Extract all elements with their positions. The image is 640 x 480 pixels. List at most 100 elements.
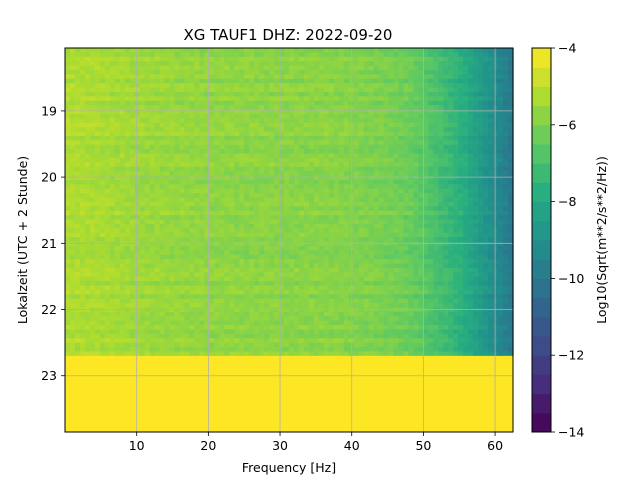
heatmap-cell [164, 83, 171, 89]
heatmap-cell [323, 237, 330, 243]
heatmap-cell [124, 201, 131, 207]
heatmap-cell [149, 113, 156, 119]
heatmap-cell [473, 250, 479, 256]
heatmap-cell [458, 223, 464, 229]
heatmap-cell [488, 197, 494, 203]
heatmap-cell [99, 87, 106, 93]
heatmap-cell [214, 289, 220, 295]
heatmap-cell [358, 184, 365, 190]
heatmap-cell [453, 61, 459, 67]
heatmap-cell [468, 272, 474, 278]
heatmap-cell [363, 144, 370, 150]
heatmap-cell [428, 276, 434, 282]
heatmap-cell [114, 48, 121, 53]
heatmap-cell [149, 52, 156, 58]
heatmap-cell [65, 48, 71, 53]
heatmap-cell [433, 78, 439, 84]
heatmap-cell [323, 48, 330, 53]
heatmap-cell [363, 100, 370, 106]
heatmap-cell [134, 52, 141, 58]
heatmap-cell [65, 78, 71, 84]
heatmap-cell [408, 87, 415, 93]
heatmap-cell [284, 149, 290, 155]
heatmap-cell [184, 105, 191, 111]
heatmap-cell [204, 91, 210, 97]
heatmap-cell [89, 56, 96, 62]
heatmap-cell [423, 188, 429, 194]
heatmap-cell [249, 135, 255, 141]
heatmap-cell [199, 215, 205, 221]
heatmap-cell [358, 250, 365, 256]
heatmap-cell [94, 276, 101, 282]
heatmap-cell [508, 100, 514, 106]
heatmap-cell [289, 276, 295, 282]
heatmap-cell [398, 149, 405, 155]
heatmap-cell [338, 100, 345, 106]
heatmap-cell [124, 259, 131, 265]
heatmap-cell [478, 61, 484, 67]
heatmap-cell [378, 105, 385, 111]
heatmap-cell [279, 113, 285, 119]
heatmap-cell [338, 232, 345, 238]
heatmap-cell [323, 276, 330, 282]
heatmap-cell [408, 219, 415, 225]
heatmap-cell [119, 188, 126, 194]
heatmap-cell [244, 259, 250, 265]
heatmap-cell [274, 127, 280, 133]
heatmap-cell [398, 232, 405, 238]
heatmap-cell [383, 65, 390, 71]
heatmap-cell [74, 237, 81, 243]
heatmap-cell [403, 223, 410, 229]
heatmap-cell [184, 272, 191, 278]
heatmap-cell [134, 166, 141, 172]
heatmap-cell [433, 228, 439, 234]
heatmap-cell [259, 210, 265, 216]
heatmap-cell [458, 113, 464, 119]
heatmap-cell [264, 157, 270, 163]
heatmap-cell [483, 69, 489, 75]
heatmap-cell [214, 135, 220, 141]
heatmap-cell [388, 223, 395, 229]
heatmap-cell [473, 215, 479, 221]
heatmap-cell [259, 166, 265, 172]
heatmap-cell [254, 281, 260, 287]
heatmap-cell [453, 109, 459, 115]
heatmap-cell [209, 228, 215, 234]
heatmap-cell [463, 206, 469, 212]
heatmap-cell [478, 144, 484, 150]
heatmap-cell [219, 109, 225, 115]
heatmap-cell [199, 69, 205, 75]
heatmap-cell [358, 135, 365, 141]
heatmap-cell [438, 56, 444, 62]
heatmap-cell [184, 245, 191, 251]
heatmap-cell [463, 228, 469, 234]
heatmap-cell [69, 281, 76, 287]
heatmap-cell [264, 74, 270, 80]
heatmap-cell [119, 48, 126, 53]
heatmap-cell [373, 96, 380, 102]
heatmap-cell [224, 91, 230, 97]
heatmap-cell [328, 184, 335, 190]
heatmap-cell [328, 100, 335, 106]
heatmap-cell [408, 144, 415, 150]
heatmap-cell [503, 166, 509, 172]
heatmap-cell [229, 197, 235, 203]
heatmap-cell [408, 237, 415, 243]
heatmap-cell [194, 74, 200, 80]
heatmap-cell [204, 285, 210, 291]
heatmap-cell [244, 149, 250, 155]
heatmap-cell [333, 215, 340, 221]
heatmap-cell [443, 83, 449, 89]
heatmap-cell [418, 201, 424, 207]
heatmap-cell [169, 127, 176, 133]
heatmap-cell [338, 157, 345, 163]
heatmap-cell [443, 223, 449, 229]
heatmap-cell [124, 65, 131, 71]
heatmap-cell [269, 210, 275, 216]
heatmap-cell [363, 166, 370, 172]
heatmap-cell [498, 105, 504, 111]
heatmap-cell [463, 232, 469, 238]
heatmap-cell [463, 83, 469, 89]
heatmap-cell [308, 118, 315, 124]
heatmap-cell [328, 61, 335, 67]
